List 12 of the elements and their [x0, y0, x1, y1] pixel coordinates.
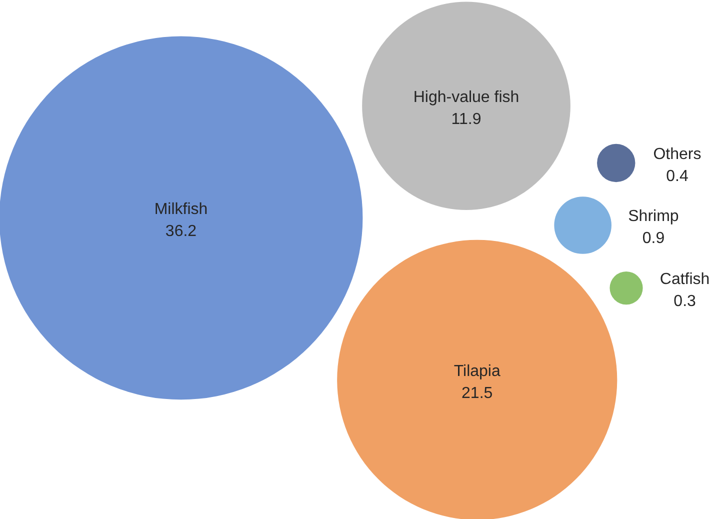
category-label: Catfish: [660, 271, 710, 288]
data-label: 21.5: [462, 384, 493, 402]
category-label: High-value fish: [413, 88, 520, 106]
category-label: Others: [653, 146, 702, 163]
data-label: 0.9: [642, 230, 665, 248]
data-label: 36.2: [165, 222, 197, 240]
data-label: 0.3: [674, 293, 696, 310]
category-label: Milkfish: [154, 200, 208, 218]
data-label: 11.9: [451, 110, 482, 128]
data-label: 0.4: [666, 168, 688, 185]
category-label: Shrimp: [628, 208, 679, 226]
category-label: Tilapia: [454, 362, 500, 380]
